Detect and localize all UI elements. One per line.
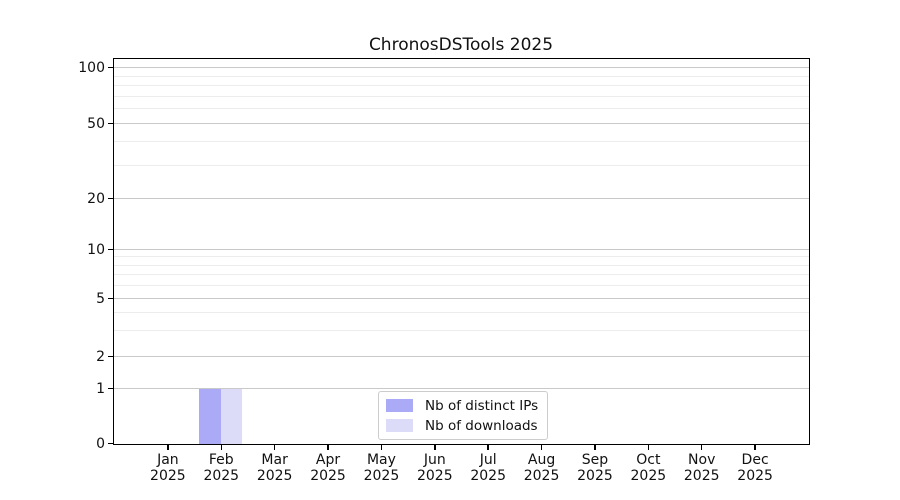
gridline-minor <box>114 85 809 87</box>
y-tickmark <box>108 442 113 445</box>
y-tick-label: 2 <box>96 348 105 365</box>
bar-downloads-feb <box>220 389 243 444</box>
x-tick-label: Apr 2025 <box>310 452 346 484</box>
legend: Nb of distinct IPs Nb of downloads <box>378 391 548 440</box>
x-tick-label: Jun 2025 <box>416 452 453 484</box>
gridline-minor <box>114 330 809 332</box>
legend-label-distinct-ips: Nb of distinct IPs <box>425 397 539 414</box>
y-tickmark <box>108 297 113 300</box>
y-tickmark <box>108 248 113 251</box>
x-tick-label: Jul 2025 <box>470 452 507 484</box>
gridline-minor <box>114 141 809 143</box>
x-tickmark <box>434 445 436 450</box>
x-tick-label: Mar 2025 <box>256 452 293 484</box>
y-tick-label: 1 <box>96 380 105 397</box>
x-tickmark <box>327 445 329 450</box>
gridline-minor <box>114 95 809 97</box>
x-tick-label: Feb 2025 <box>203 452 240 484</box>
y-tick-label: 20 <box>87 190 105 207</box>
gridline-major <box>114 298 809 299</box>
gridline-minor <box>114 285 809 287</box>
legend-row-downloads: Nb of downloads <box>386 417 538 434</box>
gridline-minor <box>114 75 809 77</box>
legend-swatch-distinct-ips-icon <box>386 399 413 412</box>
x-tick-label: Oct 2025 <box>630 452 667 484</box>
gridline-minor <box>114 264 809 266</box>
plot-area <box>113 58 810 445</box>
chart-title: ChronosDSTools 2025 <box>368 35 554 55</box>
x-tickmark <box>167 445 169 450</box>
gridline-minor <box>114 312 809 314</box>
y-tick-label: 5 <box>96 290 105 307</box>
legend-row-distinct-ips: Nb of distinct IPs <box>386 397 538 414</box>
y-tickmark <box>108 387 113 390</box>
x-tickmark <box>220 445 223 450</box>
bar-distinct-ips-feb <box>199 389 221 444</box>
x-tickmark <box>647 445 650 450</box>
gridline-major <box>114 67 809 68</box>
gridline-major <box>114 249 809 250</box>
x-tickmark <box>540 445 543 450</box>
x-tick-label: May 2025 <box>363 452 400 484</box>
gridline-major <box>114 123 809 124</box>
x-tickmark <box>594 445 596 450</box>
gridline-major <box>114 388 809 389</box>
gridline-minor <box>114 108 809 110</box>
gridline-minor <box>114 256 809 258</box>
x-tickmark <box>487 445 489 450</box>
x-tick-label: Sep 2025 <box>577 452 613 484</box>
x-tickmark <box>700 445 703 450</box>
y-tick-label: 100 <box>78 59 105 76</box>
y-tickmark <box>108 122 113 125</box>
y-tickmark <box>108 197 113 200</box>
y-tick-label: 10 <box>87 241 105 258</box>
gridline-major <box>114 198 809 199</box>
x-tick-label: Aug 2025 <box>523 452 560 484</box>
x-tick-label: Nov 2025 <box>683 452 720 484</box>
x-tick-label: Dec 2025 <box>737 452 773 484</box>
x-tickmark <box>273 445 276 450</box>
legend-label-downloads: Nb of downloads <box>425 417 538 434</box>
y-tickmark <box>108 355 113 358</box>
legend-swatch-downloads-icon <box>386 419 413 432</box>
x-tickmark <box>754 445 756 450</box>
y-tick-label: 0 <box>96 435 105 452</box>
gridline-minor <box>114 164 809 166</box>
y-tickmark <box>108 66 113 69</box>
gridline-major <box>114 356 809 357</box>
y-tick-label: 50 <box>87 115 105 132</box>
x-tickmark <box>380 445 383 450</box>
x-tick-label: Jan 2025 <box>150 452 186 484</box>
gridline-minor <box>114 274 809 276</box>
